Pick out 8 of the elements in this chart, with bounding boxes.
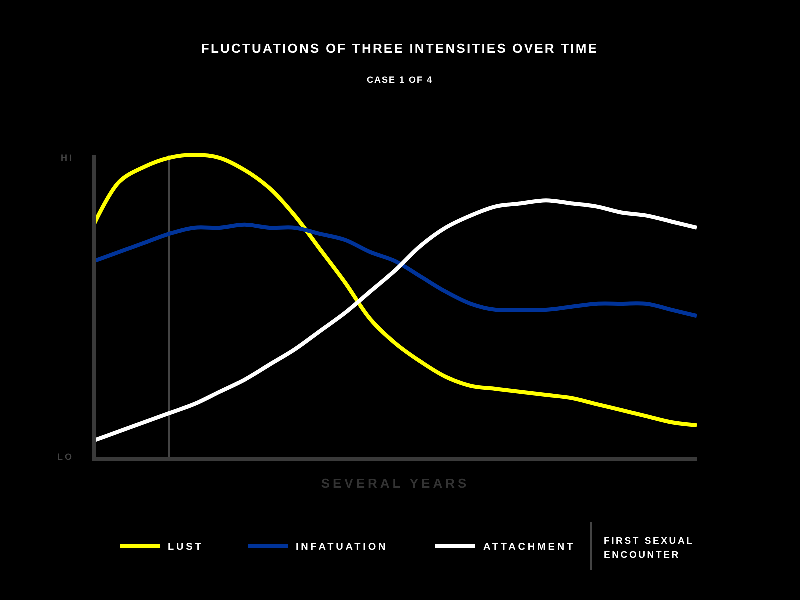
text: LO: [58, 452, 74, 462]
legend-label: LUST: [168, 542, 204, 553]
legend-label: INFATUATION: [296, 542, 388, 553]
chart-subtitle: CASE 1 OF 4: [366, 75, 434, 85]
chart-title: FLUCTUATIONS OF THREE INTENSITIES OVER TIME: [201, 41, 599, 56]
legend-label: ATTACHMENT: [484, 542, 576, 553]
text: FIRST SEXUAL ENCOUNTER: [604, 536, 694, 561]
text: HI: [61, 153, 74, 163]
